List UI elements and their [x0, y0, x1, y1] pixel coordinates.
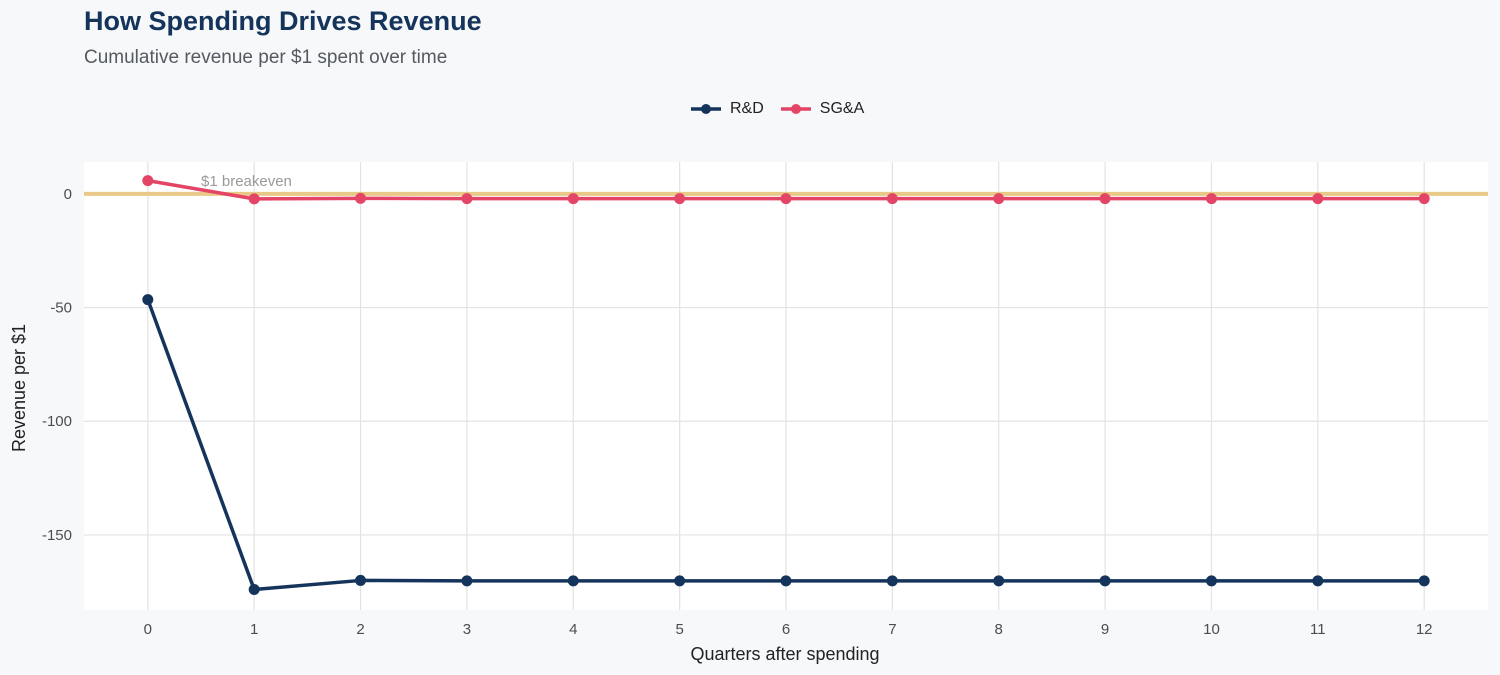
- data-point-sga: [993, 193, 1005, 205]
- data-point-rd: [567, 575, 579, 587]
- x-tick-label: 8: [995, 621, 1003, 638]
- x-tick-label: 1: [250, 621, 258, 638]
- y-tick-label: 0: [64, 186, 72, 203]
- data-point-rd: [993, 575, 1005, 587]
- x-tick-label: 2: [356, 621, 364, 638]
- breakeven-label: $1 breakeven: [201, 173, 292, 190]
- y-tick-label: -100: [42, 413, 72, 430]
- data-point-rd: [674, 575, 686, 587]
- data-point-rd: [142, 294, 154, 306]
- x-tick-label: 7: [888, 621, 896, 638]
- data-point-rd: [1418, 575, 1430, 587]
- y-tick-label: -150: [42, 527, 72, 544]
- data-point-sga: [461, 193, 473, 205]
- data-point-rd: [355, 574, 367, 586]
- chart-subtitle: Cumulative revenue per $1 spent over tim…: [84, 47, 448, 68]
- data-point-rd: [248, 584, 260, 596]
- data-point-rd: [886, 575, 898, 587]
- data-point-rd: [1312, 575, 1324, 587]
- y-tick-label: -50: [50, 300, 72, 317]
- chart-title: How Spending Drives Revenue: [84, 6, 482, 36]
- legend-key-rd: [691, 104, 721, 114]
- data-point-sga: [248, 193, 260, 205]
- data-point-rd: [1205, 575, 1217, 587]
- x-tick-label: 9: [1101, 621, 1109, 638]
- data-point-sga: [780, 193, 792, 205]
- legend-key-sga: [780, 104, 811, 114]
- x-tick-label: 0: [144, 621, 152, 638]
- legend-label-rd: R&D: [730, 100, 764, 117]
- x-tick-label: 6: [782, 621, 790, 638]
- x-tick-label: 3: [463, 621, 471, 638]
- x-tick-label: 4: [569, 621, 577, 638]
- x-tick-label: 12: [1416, 621, 1433, 638]
- data-point-sga: [355, 192, 367, 204]
- data-point-sga: [142, 175, 154, 187]
- x-tick-label: 10: [1203, 621, 1220, 638]
- x-axis-title: Quarters after spending: [690, 644, 879, 664]
- data-point-sga: [567, 193, 579, 205]
- data-point-rd: [461, 575, 473, 587]
- y-axis-title: Revenue per $1: [9, 324, 29, 452]
- data-point-sga: [1312, 193, 1324, 205]
- data-point-rd: [780, 575, 792, 587]
- legend-item-rd: R&D: [690, 98, 764, 120]
- data-point-sga: [1418, 193, 1430, 205]
- x-tick-label: 11: [1310, 621, 1326, 638]
- data-point-sga: [1205, 193, 1217, 205]
- legend: R&D SG&A: [690, 98, 880, 120]
- data-point-sga: [1099, 193, 1111, 205]
- data-point-sga: [674, 193, 686, 205]
- data-point-sga: [886, 193, 898, 205]
- legend-item-sga: SG&A: [780, 98, 864, 120]
- x-tick-label: 5: [675, 621, 683, 638]
- legend-label-sga: SG&A: [819, 100, 865, 117]
- data-point-rd: [1099, 575, 1111, 587]
